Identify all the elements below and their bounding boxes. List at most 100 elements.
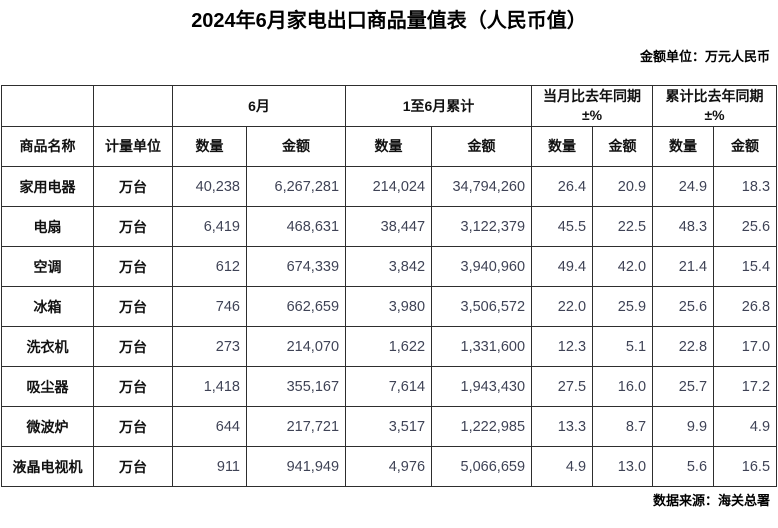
table-cell: 1,331,600 — [431, 326, 533, 367]
table-row-washing-machine: 洗衣机 万台 273 214,070 1,622 1,331,600 12.3 … — [1, 326, 778, 367]
table-row-lcd-tv: 液晶电视机 万台 911 941,949 4,976 5,066,659 4.9… — [1, 446, 778, 487]
table-cell: 674,339 — [245, 246, 347, 287]
product-name-cell: 洗衣机 — [1, 326, 94, 367]
empty-header-cell — [1, 85, 94, 127]
group-header-cum-yoy: 累计比去年同期 ±% — [652, 85, 778, 127]
table-cell: 12.3 — [531, 326, 594, 367]
table-cell: 40,238 — [172, 166, 247, 207]
group-header-month-yoy: 当月比去年同期 ±% — [531, 85, 654, 127]
col-header-qty-month-yoy: 数量 — [531, 126, 594, 167]
table-cell: 16.0 — [592, 366, 654, 407]
source-note: 数据来源：海关总署 — [652, 493, 770, 508]
page-title: 2024年6月家电出口商品量值表（人民币值） — [191, 10, 587, 32]
col-header-qty-cum: 数量 — [345, 126, 433, 167]
table-cell: 48.3 — [652, 206, 715, 247]
table-row-vacuum-cleaner: 吸尘器 万台 1,418 355,167 7,614 1,943,430 27.… — [1, 366, 778, 407]
export-data-table: 6月 1至6月累计 当月比去年同期 ±% 累计比去年同期 ±% 商品名称 计量单… — [1, 85, 778, 487]
table-cell: 18.3 — [713, 166, 778, 207]
col-header-qty-june: 数量 — [172, 126, 247, 167]
unit-cell: 万台 — [93, 286, 173, 327]
group-header-cumulative: 1至6月累计 — [345, 85, 533, 127]
table-cell: 1,418 — [172, 366, 247, 407]
table-cell: 1,622 — [345, 326, 433, 367]
table-cell: 3,122,379 — [431, 206, 533, 247]
header-group-row: 6月 1至6月累计 当月比去年同期 ±% 累计比去年同期 ±% — [1, 85, 778, 127]
table-cell: 13.3 — [531, 406, 594, 447]
table-cell: 42.0 — [592, 246, 654, 287]
table-cell: 746 — [172, 286, 247, 327]
table-cell: 25.7 — [652, 366, 715, 407]
table-cell: 25.6 — [652, 286, 715, 327]
table-cell: 1,222,985 — [431, 406, 533, 447]
product-name-cell: 微波炉 — [1, 406, 94, 447]
unit-cell: 万台 — [93, 446, 173, 487]
table-cell: 4,976 — [345, 446, 433, 487]
unit-cell: 万台 — [93, 166, 173, 207]
table-cell: 49.4 — [531, 246, 594, 287]
table-cell: 20.9 — [592, 166, 654, 207]
table-row-household-appliances: 家用电器 万台 40,238 6,267,281 214,024 34,794,… — [1, 166, 778, 207]
table-cell: 3,517 — [345, 406, 433, 447]
table-cell: 1,943,430 — [431, 366, 533, 407]
table-cell: 25.9 — [592, 286, 654, 327]
table-cell: 5,066,659 — [431, 446, 533, 487]
table-cell: 6,419 — [172, 206, 247, 247]
table-cell: 8.7 — [592, 406, 654, 447]
table-cell: 13.0 — [592, 446, 654, 487]
table-row-refrigerator: 冰箱 万台 746 662,659 3,980 3,506,572 22.0 2… — [1, 286, 778, 327]
table-cell: 4.9 — [531, 446, 594, 487]
table-cell: 3,940,960 — [431, 246, 533, 287]
table-cell: 612 — [172, 246, 247, 287]
table-cell: 644 — [172, 406, 247, 447]
table-cell: 214,070 — [245, 326, 347, 367]
table-cell: 3,506,572 — [431, 286, 533, 327]
unit-cell: 万台 — [93, 326, 173, 367]
table-cell: 27.5 — [531, 366, 594, 407]
product-name-cell: 家用电器 — [1, 166, 94, 207]
col-header-amount-cum: 金额 — [431, 126, 533, 167]
col-header-product: 商品名称 — [1, 126, 94, 167]
table-cell: 45.5 — [531, 206, 594, 247]
table-cell: 941,949 — [245, 446, 347, 487]
column-header-row: 商品名称 计量单位 数量 金额 数量 金额 数量 金额 数量 金额 — [1, 126, 778, 167]
table-cell: 7,614 — [345, 366, 433, 407]
col-header-amount-month-yoy: 金额 — [592, 126, 654, 167]
table-cell: 25.6 — [713, 206, 778, 247]
table-cell: 17.0 — [713, 326, 778, 367]
col-header-qty-cum-yoy: 数量 — [652, 126, 715, 167]
table-cell: 22.8 — [652, 326, 715, 367]
table-cell: 3,980 — [345, 286, 433, 327]
table-cell: 21.4 — [652, 246, 715, 287]
table-cell: 22.5 — [592, 206, 654, 247]
table-cell: 662,659 — [245, 286, 347, 327]
product-name-cell: 冰箱 — [1, 286, 94, 327]
table-row-air-conditioner: 空调 万台 612 674,339 3,842 3,940,960 49.4 4… — [1, 246, 778, 287]
table-cell: 26.8 — [713, 286, 778, 327]
table-cell: 5.6 — [652, 446, 715, 487]
table-row-microwave-oven: 微波炉 万台 644 217,721 3,517 1,222,985 13.3 … — [1, 406, 778, 447]
unit-cell: 万台 — [93, 246, 173, 287]
table-cell: 22.0 — [531, 286, 594, 327]
table-cell: 26.4 — [531, 166, 594, 207]
table-cell: 217,721 — [245, 406, 347, 447]
table-cell: 15.4 — [713, 246, 778, 287]
table-cell: 6,267,281 — [245, 166, 347, 207]
col-header-amount-june: 金额 — [245, 126, 347, 167]
table-cell: 3,842 — [345, 246, 433, 287]
table-cell: 4.9 — [713, 406, 778, 447]
table-cell: 273 — [172, 326, 247, 367]
table-cell: 9.9 — [652, 406, 715, 447]
table-cell: 214,024 — [345, 166, 433, 207]
unit-cell: 万台 — [93, 366, 173, 407]
col-header-unit: 计量单位 — [93, 126, 173, 167]
table-cell: 468,631 — [245, 206, 347, 247]
unit-note: 金额单位：万元人民币 — [639, 49, 770, 64]
table-cell: 34,794,260 — [431, 166, 533, 207]
unit-cell: 万台 — [93, 206, 173, 247]
product-name-cell: 吸尘器 — [1, 366, 94, 407]
unit-cell: 万台 — [93, 406, 173, 447]
table-cell: 355,167 — [245, 366, 347, 407]
table-cell: 38,447 — [345, 206, 433, 247]
table-row-electric-fan: 电扇 万台 6,419 468,631 38,447 3,122,379 45.… — [1, 206, 778, 247]
table-cell: 24.9 — [652, 166, 715, 207]
